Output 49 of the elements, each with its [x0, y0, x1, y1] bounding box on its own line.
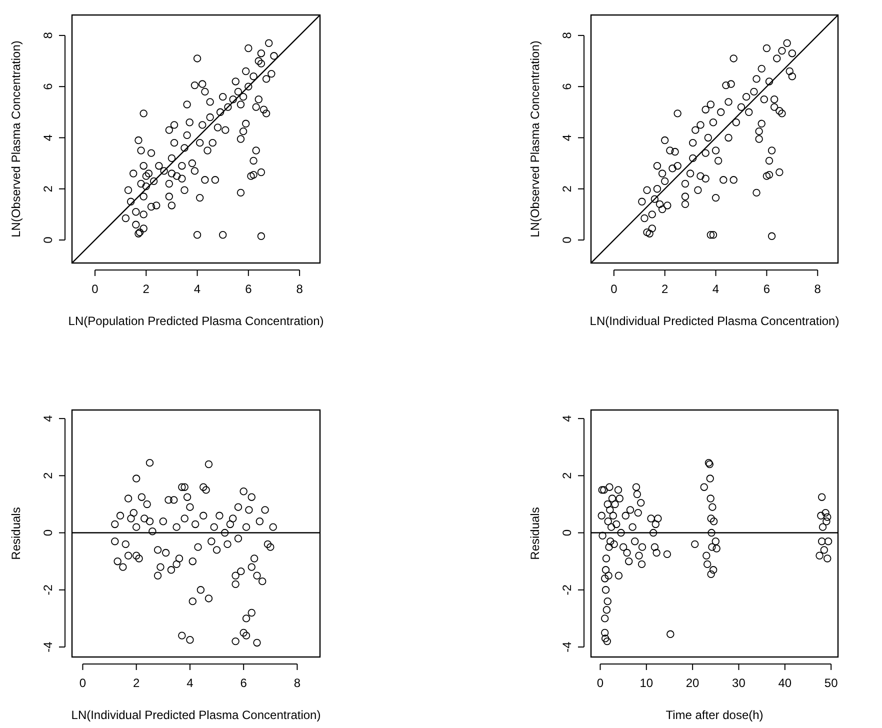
y-tick-label: 8 [41, 32, 55, 39]
x-tick-label: 2 [133, 676, 140, 690]
x-tick-label: 50 [824, 676, 838, 690]
y-tick-label: 0 [560, 529, 574, 536]
y-tick-label: -2 [41, 584, 55, 596]
y-tick-label: 2 [41, 185, 55, 192]
y-tick-label: 4 [41, 134, 55, 142]
y-tick-label: 6 [41, 82, 55, 90]
y-axis-title: Residuals [528, 507, 542, 560]
x-tick-label: 8 [296, 282, 304, 296]
y-tick-label: -4 [560, 641, 574, 652]
y-tick-label: 0 [41, 529, 55, 536]
x-tick-label: 6 [240, 676, 248, 690]
x-tick-label: 20 [686, 676, 700, 690]
y-tick-label: 4 [41, 414, 55, 422]
x-tick-label: 2 [662, 282, 668, 296]
y-tick-label: 2 [41, 472, 55, 480]
y-tick-label: 2 [560, 185, 574, 192]
y-tick-label: 4 [560, 414, 574, 422]
x-tick-label: 30 [732, 676, 746, 690]
y-tick-label: -2 [560, 584, 574, 596]
x-axis-title: Time after dose(h) [666, 708, 764, 722]
y-tick-label: 6 [560, 82, 574, 90]
x-tick-label: 0 [92, 282, 99, 296]
x-tick-label: 0 [610, 282, 618, 296]
x-tick-label: 4 [712, 282, 720, 296]
x-tick-label: 0 [79, 676, 86, 690]
y-tick-label: 8 [560, 32, 574, 39]
y-axis-title: Residuals [9, 507, 23, 560]
y-axis-title: LN(Observed Plasma Concentration) [9, 40, 23, 238]
y-tick-label: -4 [41, 641, 55, 652]
y-tick-label: 2 [560, 472, 574, 480]
x-tick-label: 4 [186, 676, 194, 690]
x-tick-label: 6 [763, 282, 770, 296]
y-tick-label: 0 [41, 236, 55, 244]
x-tick-label: 4 [194, 282, 201, 296]
x-axis-title: LN(Individual Predicted Plasma Concentration) [590, 314, 840, 328]
x-tick-label: 10 [640, 676, 654, 690]
x-axis-title: LN(Population Predicted Plasma Concentration) [68, 314, 324, 328]
y-axis-title: LN(Observed Plasma Concentration) [528, 40, 542, 238]
x-tick-label: 2 [142, 282, 150, 296]
x-tick-label: 0 [596, 676, 604, 690]
x-tick-label: 8 [814, 282, 822, 296]
x-tick-label: 8 [294, 676, 301, 690]
x-axis-title: LN(Individual Predicted Plasma Concentration) [71, 708, 321, 722]
x-tick-label: 40 [778, 676, 792, 690]
y-tick-label: 0 [560, 236, 574, 244]
x-tick-label: 6 [245, 282, 252, 296]
y-tick-label: 4 [560, 134, 574, 142]
